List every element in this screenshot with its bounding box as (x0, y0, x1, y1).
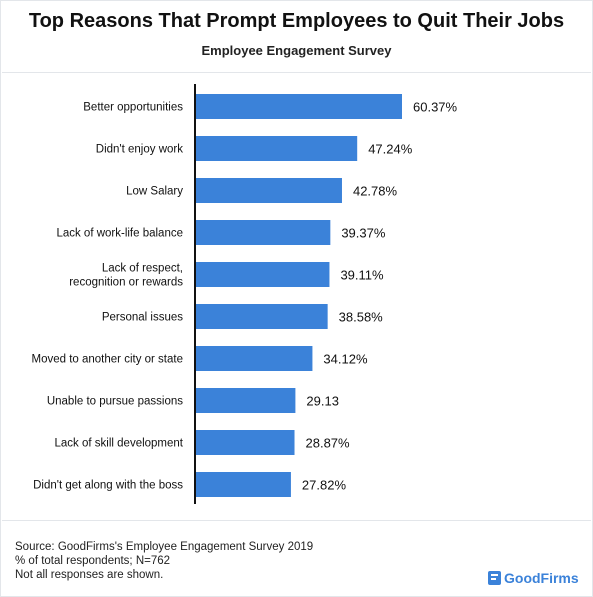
bar-6 (196, 346, 313, 371)
footer-divider (2, 520, 591, 521)
bar-value-label-7: 29.13 (306, 394, 339, 409)
category-label-1: Didn't enjoy work (96, 144, 183, 156)
bar-7 (196, 388, 296, 413)
bar-value-label-2: 42.78% (353, 184, 398, 199)
bar-value-label-4: 39.11% (340, 268, 384, 283)
bar-8 (196, 430, 295, 455)
footer-source: Source: GoodFirms's Employee Engagement … (15, 541, 314, 553)
category-label-4-line-0: Lack of respect, (102, 263, 183, 275)
bar-3 (196, 220, 331, 245)
bar-9 (196, 472, 291, 497)
bar-0 (196, 94, 402, 119)
bar-value-label-3: 39.37% (341, 226, 386, 241)
chart-title: Top Reasons That Prompt Employees to Qui… (28, 10, 565, 32)
category-label-9: Didn't get along with the boss (33, 480, 183, 492)
bar-5 (196, 304, 328, 329)
goodfirms-logo-text: GoodFirms (504, 570, 579, 586)
chart-footer: Source: GoodFirms's Employee Engagement … (15, 540, 313, 582)
goodfirms-logo: GoodFirms (488, 570, 579, 586)
bar-value-label-6: 34.12% (323, 352, 368, 367)
bar-2 (196, 178, 342, 203)
bar-chart: 60.37% Better opportunities 47.24% Didn't e… (32, 84, 458, 504)
bar-1 (196, 136, 358, 161)
chart-subtitle: Employee Engagement Survey (201, 43, 392, 58)
header-divider (2, 72, 591, 73)
category-label-8: Lack of skill development (55, 438, 184, 450)
category-label-2: Low Salary (126, 186, 183, 198)
category-label-7: Unable to pursue passions (47, 396, 183, 408)
category-label-3: Lack of work-life balance (56, 228, 183, 240)
bar-value-label-1: 47.24% (368, 142, 413, 157)
category-label-6: Moved to another city or state (32, 354, 184, 366)
footer-note: Not all responses are shown. (15, 569, 164, 581)
bar-value-label-8: 28.87% (306, 436, 351, 451)
bar-value-label-0: 60.37% (413, 100, 458, 115)
goodfirms-logo-icon (488, 571, 501, 585)
category-label-5: Personal issues (102, 312, 183, 324)
category-label-0: Better opportunities (83, 102, 183, 114)
footer-respondents: % of total respondents; N=762 (15, 555, 171, 567)
category-label-4-line-1: recognition or rewards (69, 277, 183, 289)
bar-value-label-5: 38.58% (339, 310, 384, 325)
bar-value-label-9: 27.82% (302, 478, 347, 493)
bar-4 (196, 262, 330, 287)
